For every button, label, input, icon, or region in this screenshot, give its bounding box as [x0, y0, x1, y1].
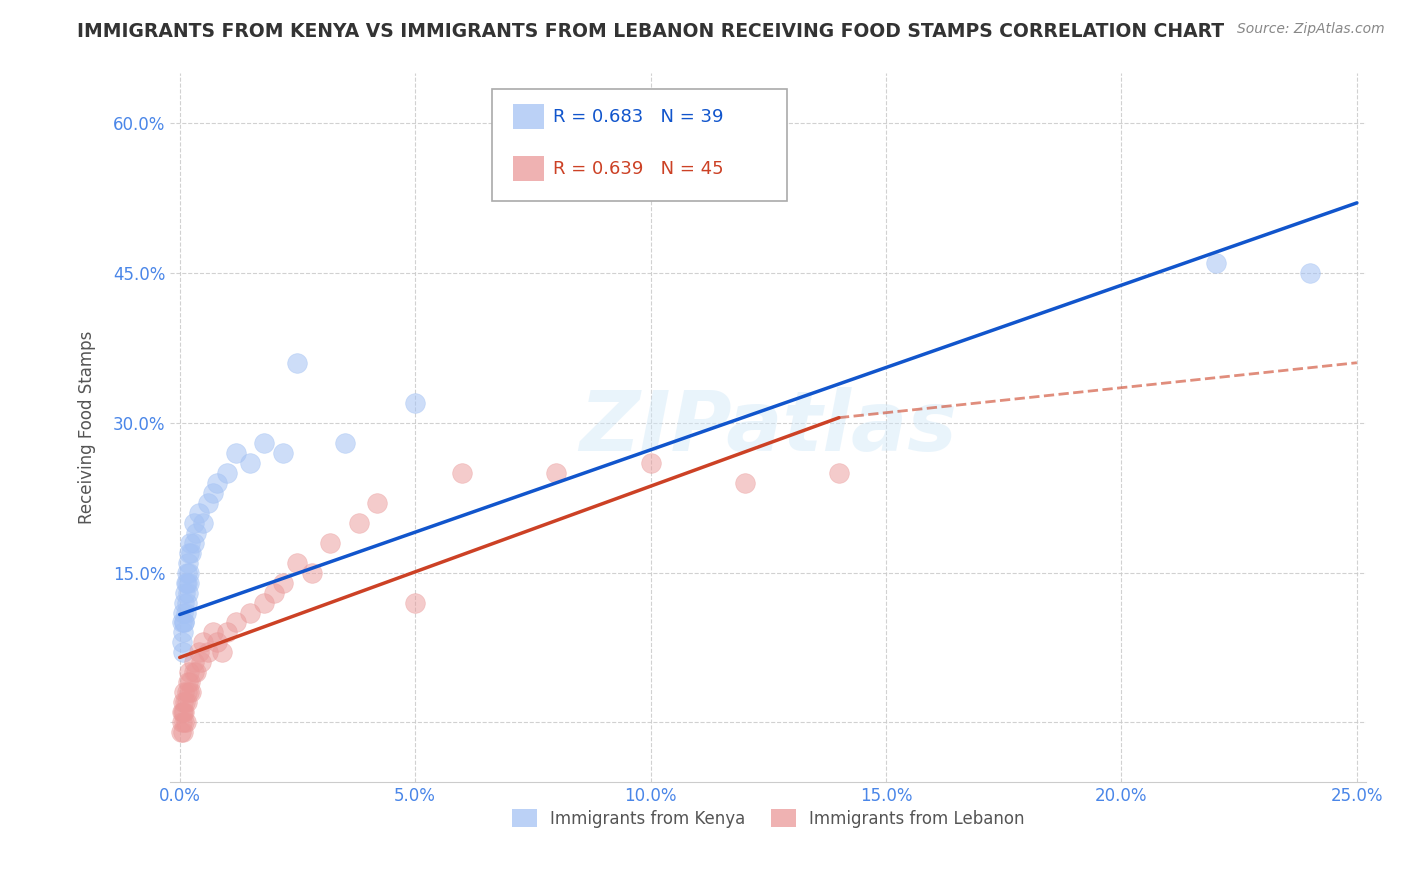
Point [176, 575, 198, 590]
Point [176, 715, 198, 730]
Point [193, 516, 215, 530]
Point [173, 715, 195, 730]
Point [180, 685, 202, 699]
Point [734, 475, 756, 490]
Point [253, 435, 276, 450]
Point [173, 595, 195, 609]
Point [172, 695, 194, 709]
Text: IMMIGRANTS FROM KENYA VS IMMIGRANTS FROM LEBANON RECEIVING FOOD STAMPS CORRELATI: IMMIGRANTS FROM KENYA VS IMMIGRANTS FROM… [77, 22, 1225, 41]
Point [211, 645, 233, 659]
Point [197, 645, 219, 659]
Point [170, 725, 193, 739]
Point [404, 595, 426, 609]
Legend: Immigrants from Kenya, Immigrants from Lebanon: Immigrants from Kenya, Immigrants from L… [505, 803, 1031, 834]
Point [173, 615, 195, 630]
Point [187, 645, 209, 659]
Point [174, 606, 197, 620]
Point [172, 625, 194, 640]
Point [179, 545, 201, 559]
Point [186, 665, 208, 680]
Point [271, 575, 294, 590]
Point [239, 606, 262, 620]
Point [215, 466, 238, 480]
Point [333, 435, 356, 450]
Point [190, 656, 212, 670]
Point [176, 685, 198, 699]
Point [172, 606, 194, 620]
Point [176, 695, 198, 709]
Point [177, 675, 200, 690]
Point [201, 485, 224, 500]
Text: R = 0.683   N = 39: R = 0.683 N = 39 [553, 108, 723, 126]
Point [173, 615, 195, 630]
Point [172, 725, 194, 739]
Point [287, 556, 309, 570]
Point [215, 625, 238, 640]
Point [170, 715, 193, 730]
Point [173, 706, 195, 720]
Point [179, 575, 201, 590]
Point [193, 635, 215, 649]
Text: Source: ZipAtlas.com: Source: ZipAtlas.com [1237, 22, 1385, 37]
Text: ZIPatlas: ZIPatlas [579, 387, 957, 468]
Y-axis label: Receiving Food Stamps: Receiving Food Stamps [79, 331, 96, 524]
Point [366, 495, 388, 509]
Point [172, 706, 194, 720]
Point [201, 625, 224, 640]
Point [207, 635, 229, 649]
Point [176, 595, 198, 609]
Point [174, 585, 197, 599]
Point [174, 695, 197, 709]
Point [170, 615, 193, 630]
Point [177, 556, 200, 570]
Point [183, 656, 205, 670]
Point [179, 566, 201, 580]
Point [225, 615, 247, 630]
Point [301, 566, 323, 580]
Point [319, 535, 342, 549]
Point [179, 685, 201, 699]
Text: R = 0.639   N = 45: R = 0.639 N = 45 [553, 160, 723, 178]
Point [197, 495, 219, 509]
Point [176, 575, 198, 590]
Point [1205, 256, 1227, 270]
Point [187, 506, 209, 520]
Point [183, 665, 205, 680]
Point [207, 475, 229, 490]
Point [404, 395, 426, 409]
Point [183, 516, 205, 530]
Point [347, 516, 370, 530]
Point [179, 675, 201, 690]
Point [1299, 266, 1322, 280]
Point [176, 566, 198, 580]
Point [179, 535, 201, 549]
Point [546, 466, 568, 480]
Point [263, 585, 285, 599]
Point [186, 525, 208, 540]
Point [225, 445, 247, 459]
Point [173, 685, 195, 699]
Point [179, 665, 201, 680]
Point [253, 595, 276, 609]
Point [177, 585, 200, 599]
Point [183, 535, 205, 549]
Point [170, 635, 193, 649]
Point [271, 445, 294, 459]
Point [180, 545, 202, 559]
Point [170, 706, 193, 720]
Point [287, 356, 309, 370]
Point [239, 456, 262, 470]
Point [451, 466, 474, 480]
Point [828, 466, 851, 480]
Point [172, 645, 194, 659]
Point [640, 456, 662, 470]
